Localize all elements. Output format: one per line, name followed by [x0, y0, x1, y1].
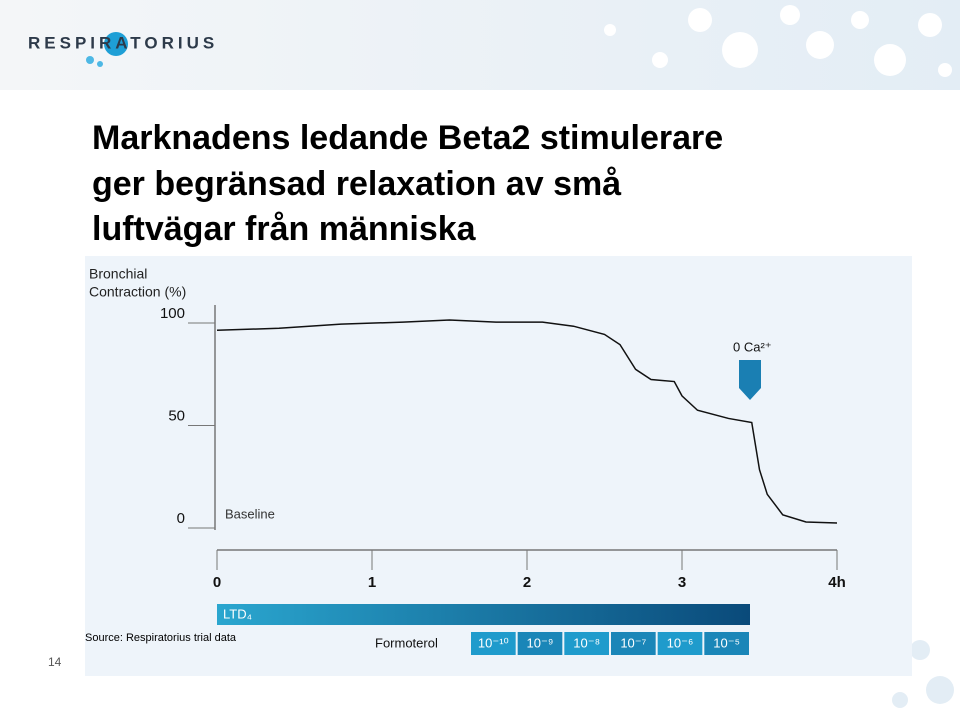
- logo: RESPIRATORIUS: [28, 33, 218, 52]
- logo-dot: [97, 61, 103, 67]
- x-tick-label: 0: [213, 574, 221, 591]
- title-line: ger begränsad relaxation av små: [92, 165, 621, 203]
- dose-label: 10⁻⁸: [573, 635, 600, 650]
- ltd4-bar: [217, 604, 750, 625]
- dose-box: [704, 632, 749, 655]
- logo-mark: [104, 32, 128, 56]
- page-number: 14: [48, 655, 62, 669]
- x-tick-label: 3: [678, 574, 686, 591]
- formoterol-label: Formoterol: [375, 635, 438, 650]
- annotation-arrow: [739, 360, 761, 400]
- dose-label: 10⁻¹⁰: [478, 635, 509, 650]
- source: Source: Respiratorius trial data: [85, 632, 237, 644]
- dose-label: 10⁻⁷: [620, 635, 646, 650]
- y-tick-label: 50: [168, 407, 185, 424]
- y-tick-label: 0: [177, 510, 185, 527]
- y-axis-label: Contraction (%): [89, 284, 186, 300]
- dose-box: [517, 632, 563, 655]
- dose-label: 10⁻⁶: [667, 635, 694, 650]
- baseline-label: Baseline: [225, 506, 275, 521]
- title-line: Marknadens ledande Beta2 stimulerare: [92, 119, 723, 157]
- data-line: [216, 319, 838, 524]
- logo-dot: [86, 56, 94, 64]
- dose-box: [611, 632, 656, 655]
- annotation: 0 Ca²⁺: [733, 339, 772, 354]
- x-tick-label: 1: [368, 574, 376, 591]
- title-line: luftvägar från människa: [92, 210, 477, 248]
- dose-box: [564, 632, 609, 655]
- bubbles: [604, 5, 954, 708]
- dose-box: [471, 632, 516, 655]
- y-tick-label: 100: [160, 305, 185, 322]
- dose-label: 10⁻⁹: [527, 635, 554, 650]
- dose-box: [657, 632, 703, 655]
- x-tick-label: 2: [523, 574, 531, 591]
- y-axis-label: Bronchial: [89, 266, 147, 282]
- ltd4-label: LTD₄: [223, 606, 252, 621]
- dose-label: 10⁻⁵: [713, 635, 740, 650]
- x-tick-label: 4h: [828, 574, 846, 591]
